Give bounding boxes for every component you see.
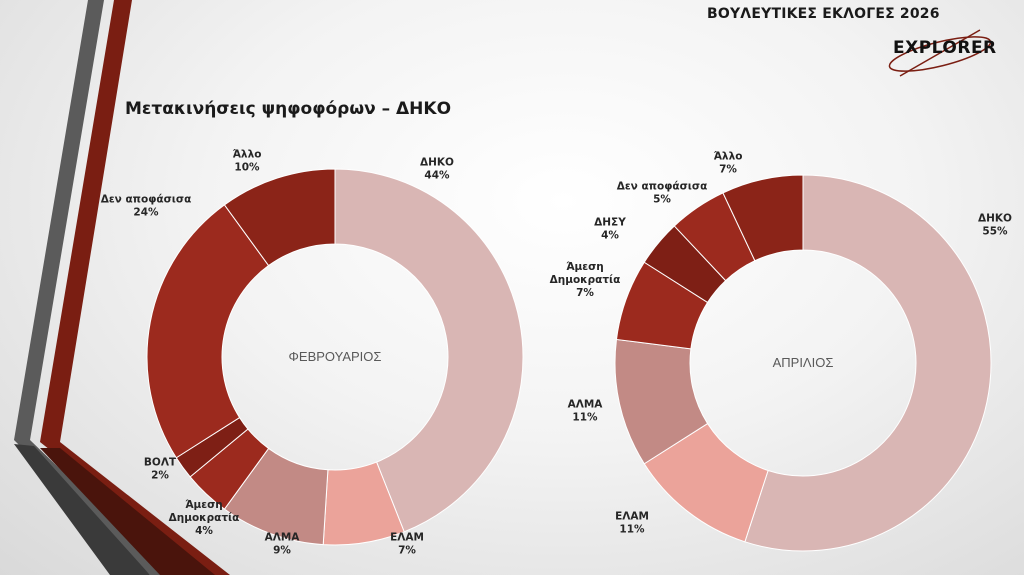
center-label: ΦΕΒΡΟΥΑΡΙΟΣ [289, 349, 382, 364]
gray-stripe [14, 0, 170, 575]
donut-slice [334, 168, 524, 533]
slice-label: Άμεση Δημοκρατία 4% [169, 499, 240, 537]
slice-label: ΒΟΛΤ 2% [144, 457, 177, 482]
slice-label: ΑΛΜΑ 11% [568, 399, 604, 424]
slice-label: ΕΛΑΜ 7% [390, 532, 424, 557]
slice-label: Δεν αποφάσισα 5% [617, 181, 708, 206]
slice-label: Άλλο 10% [233, 149, 262, 174]
donut-slice [744, 174, 992, 552]
donut-slice [223, 168, 336, 267]
report-header-title: ΒΟΥΛΕΥΤΙΚΕΣ ΕΚΛΟΓΕΣ 2026 [707, 6, 940, 22]
explorer-logo [888, 29, 992, 77]
slice-label: ΔΗΚΟ 55% [978, 213, 1012, 238]
center-label: ΑΠΡΙΛΙΟΣ [773, 355, 834, 370]
slice-label: ΑΛΜΑ 9% [265, 532, 301, 557]
slice-label: ΔΗΣΥ 4% [594, 217, 626, 242]
slice-label: Άμεση Δημοκρατία 7% [550, 261, 621, 299]
slice-label: ΕΛΑΜ 11% [615, 511, 649, 536]
donut-slice [146, 204, 270, 459]
slice-label: ΔΗΚΟ 44% [420, 157, 454, 182]
donut-slice [722, 174, 804, 262]
logo-text: EXPLORER [893, 38, 997, 58]
dark-wedge [40, 448, 215, 575]
red-stripe [40, 0, 230, 575]
slide-title: Μετακινήσεις ψηφοφόρων – ΔΗΚΟ [125, 99, 452, 119]
slice-label: Άλλο 7% [714, 151, 743, 176]
donut-chart-february: ΔΗΚΟ 44% ΕΛΑΜ 7% ΑΛΜΑ 9% Άμεση Δημοκρατία 4% ΒΟΛΤ… [101, 149, 524, 557]
donut-chart-april: ΔΗΚΟ 55% ΕΛΑΜ 11% ΑΛΜΑ 11% Άμεση Δημοκρατία 7% ΔΗ… [550, 151, 1012, 552]
gray-wedge [14, 444, 150, 575]
slice-label: Δεν αποφάσισα 24% [101, 194, 192, 219]
